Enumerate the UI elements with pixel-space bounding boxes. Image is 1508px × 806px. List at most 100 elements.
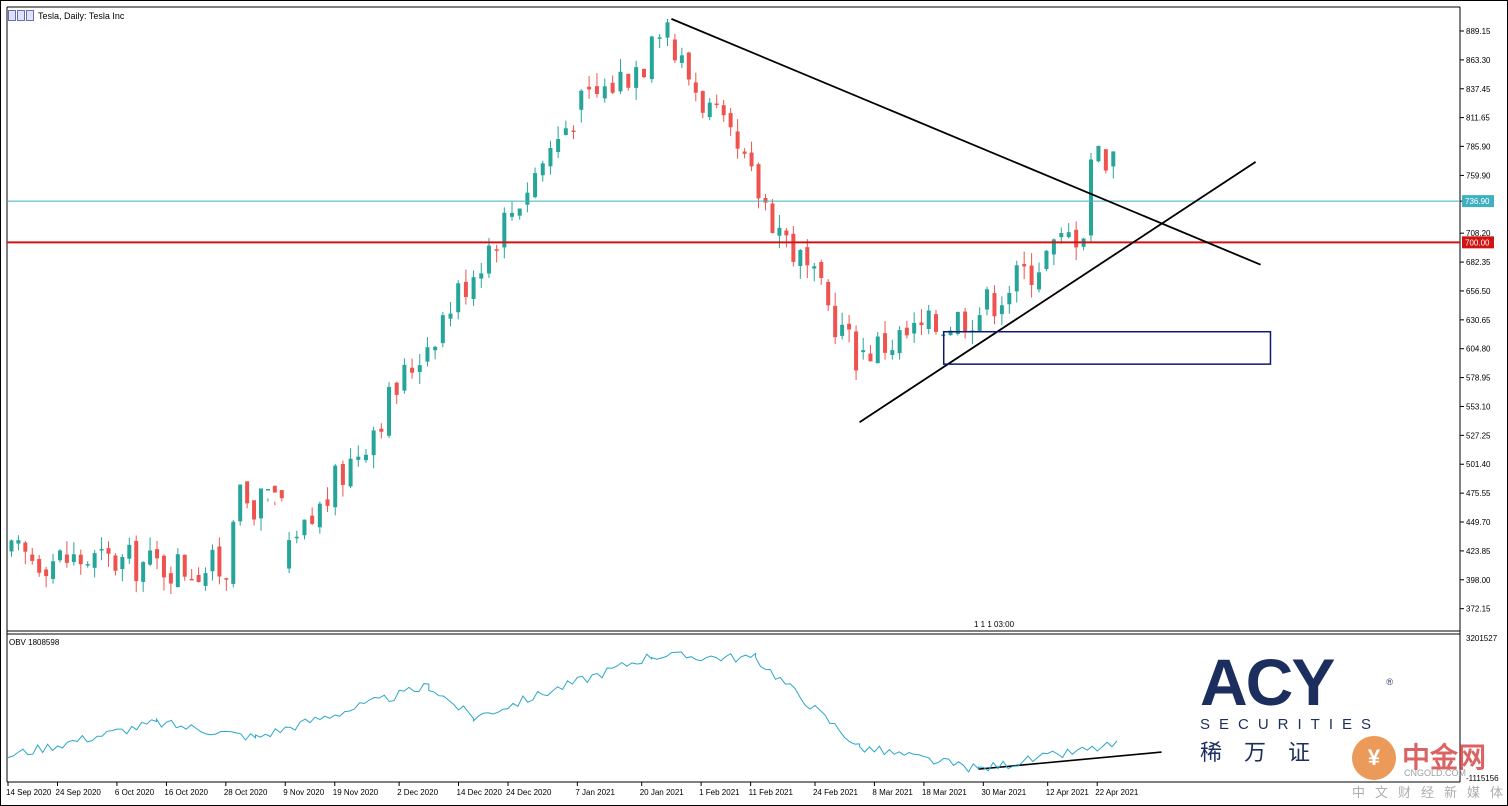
candle	[854, 331, 859, 371]
y-tick-label: 449.70	[1466, 518, 1491, 527]
candle	[1029, 265, 1034, 285]
candle	[127, 544, 132, 559]
x-tick-label: 11 Feb 2021	[749, 788, 794, 797]
candle	[904, 327, 909, 336]
candle	[897, 330, 902, 354]
candle	[763, 198, 768, 203]
y-tick-label: 501.40	[1466, 460, 1491, 469]
candle	[587, 86, 592, 90]
candle	[777, 227, 782, 236]
x-tick-label: 16 Oct 2020	[164, 788, 208, 797]
y-tick-label: 708.20	[1466, 229, 1491, 238]
candle	[707, 102, 712, 118]
candle	[912, 322, 917, 334]
candle	[985, 289, 990, 310]
candle	[51, 561, 56, 579]
candle	[363, 454, 368, 461]
candle	[120, 557, 125, 570]
candle	[486, 245, 491, 274]
candle	[833, 305, 838, 338]
x-tick-label: 28 Oct 2020	[224, 788, 268, 797]
candle	[742, 151, 747, 154]
candle	[1059, 233, 1064, 238]
candle	[686, 52, 691, 80]
candle	[840, 324, 845, 336]
candle	[231, 521, 236, 584]
candle	[265, 488, 270, 491]
current-price-tag	[1462, 195, 1494, 208]
watermark-url: CNGOLD.COM	[1404, 768, 1467, 778]
candle	[168, 573, 173, 584]
candle	[963, 311, 968, 333]
candle	[926, 310, 931, 329]
candle	[641, 68, 646, 78]
candle	[1096, 145, 1101, 162]
candle	[394, 382, 399, 395]
y-tick-label: 837.45	[1466, 85, 1491, 94]
candle	[812, 266, 817, 269]
y-tick-label: 398.00	[1466, 576, 1491, 585]
candle	[618, 71, 623, 92]
candle	[161, 555, 166, 578]
candle	[657, 37, 662, 39]
candle	[456, 283, 461, 313]
logo-main: ACY ®	[1200, 645, 1393, 719]
candle	[245, 481, 250, 504]
candle	[634, 67, 639, 88]
obv-label: OBV 1808598	[9, 638, 60, 647]
candle	[533, 173, 538, 198]
candle	[791, 233, 796, 262]
candle	[37, 558, 42, 573]
resistance-price-label: 700.00	[1465, 238, 1490, 247]
x-tick-label: 18 Mar 2021	[922, 788, 967, 797]
candle	[356, 456, 361, 460]
candle	[1074, 229, 1079, 248]
candle	[317, 503, 322, 528]
candle	[57, 550, 62, 561]
candle	[203, 573, 208, 586]
candle	[92, 553, 97, 568]
candle	[649, 36, 654, 80]
obv-trendline	[978, 751, 1162, 770]
candle	[721, 105, 726, 116]
candle	[700, 91, 705, 113]
candle	[175, 554, 180, 588]
candle	[252, 500, 257, 520]
resistance-price-tag	[1462, 236, 1494, 249]
y-tick-label: 553.10	[1466, 402, 1491, 411]
candle	[440, 315, 445, 344]
candle	[71, 554, 76, 562]
x-tick-label: 24 Feb 2021	[813, 788, 858, 797]
candle	[85, 564, 90, 566]
candle	[16, 540, 21, 544]
cngold-watermark: ¥ 中金网 CNGOLD.COM 中文财经新媒体	[1352, 736, 1503, 800]
candle	[502, 212, 507, 248]
candle	[1103, 149, 1108, 171]
chart-window-icon[interactable]	[8, 10, 34, 21]
candle	[672, 39, 677, 61]
candle	[494, 249, 499, 251]
candle	[556, 139, 561, 153]
candle	[992, 293, 997, 317]
x-tick-label: 24 Dec 2020	[506, 788, 552, 797]
candle	[735, 131, 740, 149]
candle	[510, 212, 515, 217]
y-tick-label: 475.55	[1466, 489, 1491, 498]
candle	[665, 22, 670, 38]
x-tick-label: 12 Apr 2021	[1046, 788, 1090, 797]
candle	[148, 550, 153, 565]
candle	[977, 315, 982, 331]
candle	[379, 428, 384, 432]
candle	[890, 350, 895, 355]
candle	[78, 554, 83, 565]
chart-header: Tesla, Daily: Tesla Inc	[8, 10, 124, 21]
y-tick-label: 682.35	[1466, 258, 1491, 267]
x-tick-label: 30 Mar 2021	[981, 788, 1026, 797]
candle	[819, 262, 824, 278]
candle	[258, 488, 263, 519]
candle	[340, 463, 345, 486]
candle	[279, 490, 284, 499]
candle	[594, 86, 599, 95]
y-tick-label: 785.90	[1466, 142, 1491, 151]
candle	[113, 555, 118, 571]
